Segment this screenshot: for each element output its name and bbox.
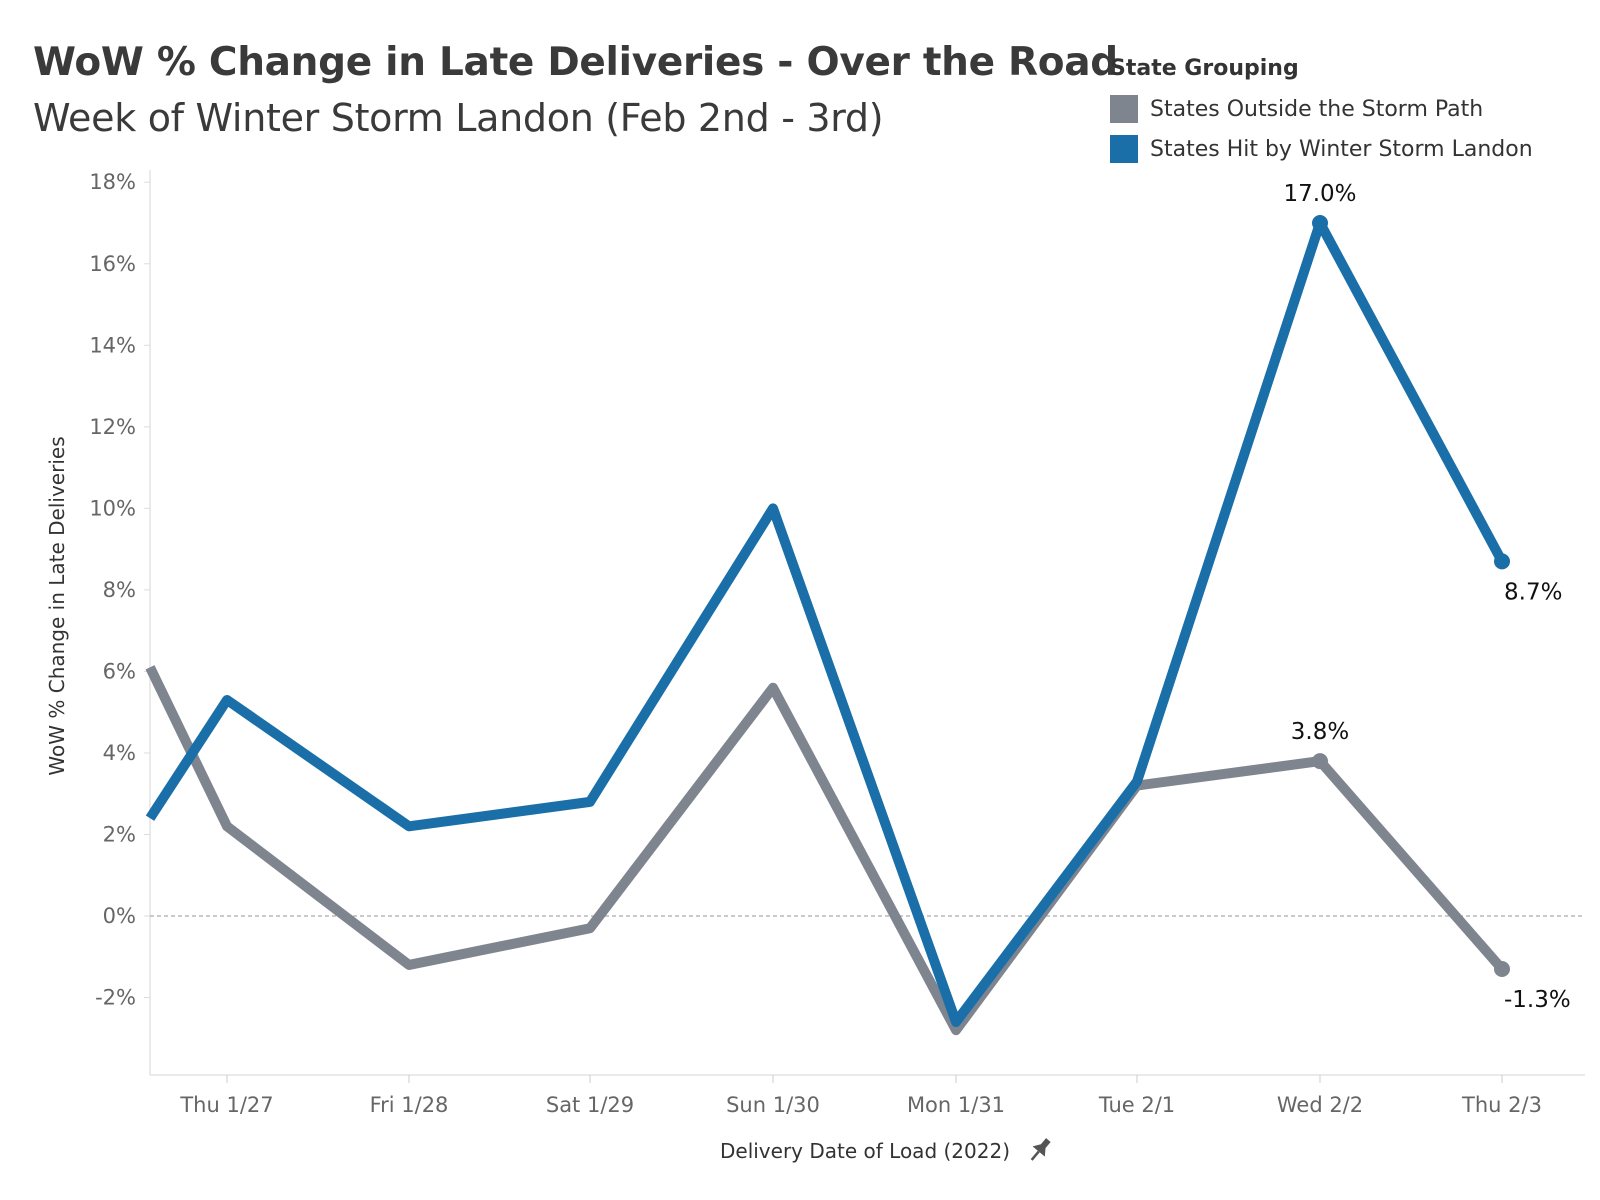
x-tick-label: Thu 2/3 (1461, 1093, 1542, 1117)
data-point-marker (1494, 553, 1510, 570)
x-tick-label: Thu 1/27 (179, 1093, 273, 1117)
x-tick-label: Sat 1/29 (546, 1093, 634, 1117)
data-label: 3.8% (1291, 719, 1349, 745)
data-point-marker (1494, 961, 1510, 978)
x-tick-label: Mon 1/31 (907, 1093, 1005, 1117)
legend-swatch-outside (1110, 95, 1138, 123)
legend-item-outside[interactable]: States Outside the Storm Path (1110, 89, 1533, 129)
data-label: -1.3% (1504, 987, 1571, 1013)
y-tick-label: 18% (89, 170, 136, 194)
x-tick-label: Sun 1/30 (726, 1093, 820, 1117)
y-tick-label: 6% (103, 659, 136, 683)
legend: State Grouping States Outside the Storm … (1110, 56, 1533, 169)
data-label: 17.0% (1283, 181, 1356, 207)
grid-layer: 18% 16% 14% 12% 10% 8% 6% 4% 2% 0% -2% Thu 1/27 Fri … (89, 170, 1585, 1117)
y-tick-label: 14% (89, 333, 136, 357)
label-layer: 3.8% -1.3% 17.0% 8.7% (1283, 181, 1570, 1013)
y-tick-label: 16% (89, 252, 136, 276)
data-label: 8.7% (1504, 579, 1562, 605)
data-point-marker (1312, 753, 1328, 770)
legend-label-hit: States Hit by Winter Storm Landon (1150, 136, 1533, 162)
y-tick-label: 10% (89, 496, 136, 520)
y-tick-label: 12% (89, 415, 136, 439)
data-point-marker (1312, 214, 1328, 231)
x-axis-title: Delivery Date of Load (2022) (720, 1139, 1010, 1163)
chart-title: WoW % Change in Late Deliveries - Over t… (33, 40, 1118, 85)
chart-subtitle: Week of Winter Storm Landon (Feb 2nd - 3… (33, 96, 884, 140)
series-layer (145, 214, 1510, 1036)
x-tick-label: Tue 2/1 (1098, 1093, 1175, 1117)
series-line-0 (145, 665, 1506, 1036)
y-tick-label: 0% (103, 904, 136, 928)
x-tick-label: Wed 2/2 (1277, 1093, 1363, 1117)
x-tick-label: Fri 1/28 (370, 1093, 449, 1117)
legend-label-outside: States Outside the Storm Path (1150, 96, 1484, 122)
legend-title: State Grouping (1110, 56, 1299, 81)
y-axis-title: WoW % Change in Late Deliveries (45, 436, 69, 775)
legend-item-hit[interactable]: States Hit by Winter Storm Landon (1110, 129, 1533, 169)
y-tick-label: 8% (103, 578, 136, 602)
y-tick-label: 4% (103, 741, 136, 765)
series-line-1 (145, 217, 1507, 1028)
legend-swatch-hit (1110, 135, 1138, 163)
y-tick-label: -2% (95, 986, 136, 1010)
pin-icon[interactable] (1026, 1135, 1055, 1165)
y-tick-label: 2% (103, 822, 136, 846)
